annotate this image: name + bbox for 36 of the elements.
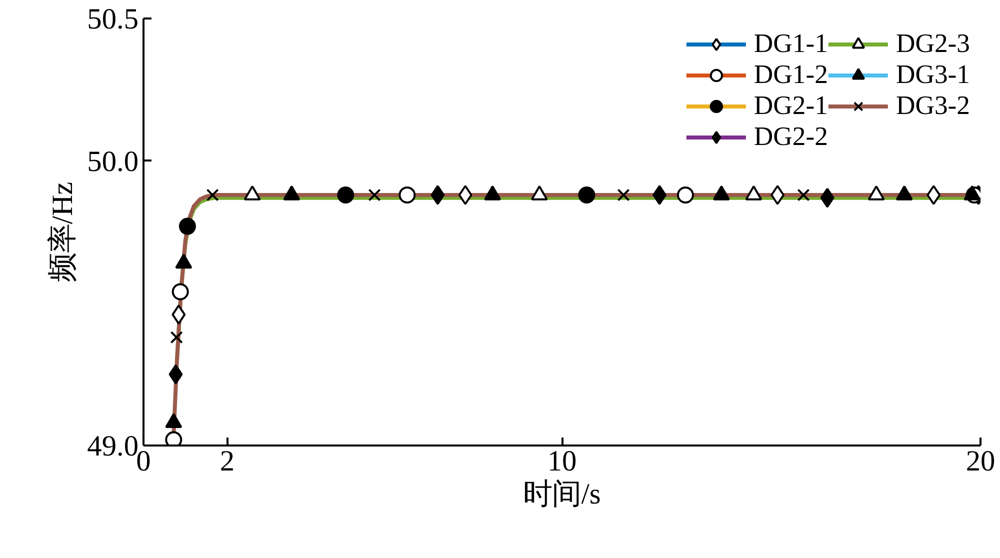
x-tick-label: 20 (966, 446, 996, 478)
legend-label: DG2-2 (754, 121, 828, 152)
y-tick-label: 50.5 (87, 4, 139, 36)
point (170, 331, 183, 344)
y-tick-label: 50.0 (87, 146, 139, 178)
point (165, 431, 182, 446)
point (178, 218, 196, 235)
point (368, 188, 381, 202)
legend-label: DG2-3 (896, 28, 970, 59)
point (430, 184, 445, 205)
point (578, 186, 596, 204)
point (458, 184, 472, 205)
point (676, 186, 694, 204)
legend-label: DG1-1 (754, 28, 828, 59)
point (617, 188, 630, 202)
x-tick-label: 0 (136, 446, 151, 478)
point (398, 186, 416, 204)
point (926, 184, 941, 205)
point (168, 364, 183, 384)
legend-label: DG1-2 (754, 59, 828, 90)
point (172, 283, 189, 300)
x-tick-label: 2 (220, 446, 235, 478)
point (797, 188, 810, 202)
point (820, 188, 834, 208)
point (770, 184, 785, 205)
x-tick-label: 10 (547, 446, 577, 478)
y-axis-title: 频率/Hz (47, 182, 80, 282)
point (206, 188, 219, 202)
point (652, 184, 667, 205)
legend-label: DG3-1 (896, 59, 970, 90)
legend-label: DG3-2 (896, 90, 970, 121)
point (172, 304, 186, 325)
point (337, 186, 354, 204)
x-axis-title: 时间/s (523, 478, 601, 510)
legend-label: DG2-1 (754, 90, 828, 121)
point (165, 413, 182, 428)
